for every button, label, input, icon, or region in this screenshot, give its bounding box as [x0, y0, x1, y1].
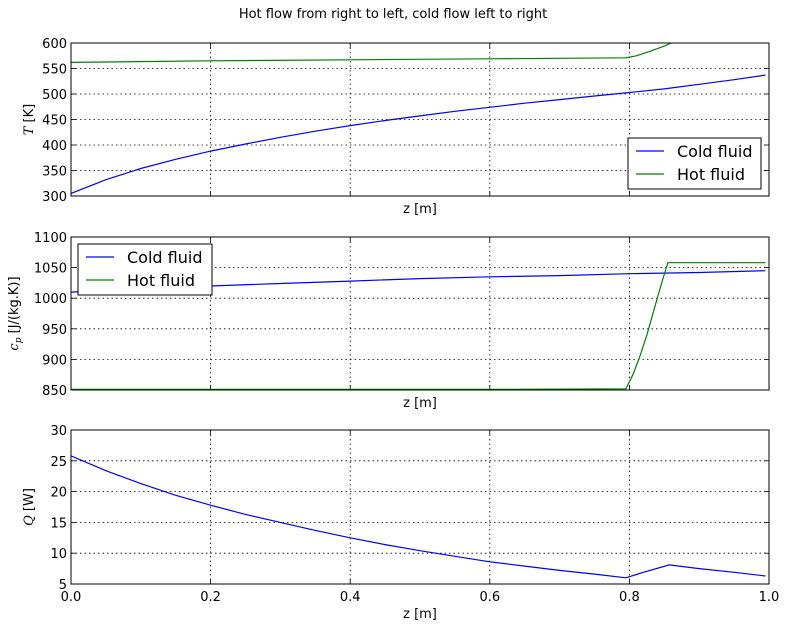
- legend-box: [77, 243, 213, 296]
- y-axis-label: cp [J/(kg.K)]: [7, 276, 24, 350]
- x-axis-label: z [m]: [403, 607, 437, 622]
- y-axis-label: T [K]: [22, 104, 37, 135]
- y-tick-label: 950: [42, 323, 67, 338]
- y-tick-label: 500: [42, 88, 67, 103]
- figure-title: Hot flow from right to left, cold flow l…: [239, 7, 547, 22]
- y-tick-label: 400: [42, 139, 67, 154]
- y-tick-label: 300: [42, 190, 67, 205]
- y-tick-label: 5: [59, 578, 67, 593]
- y-tick-label: 600: [42, 37, 67, 52]
- y-tick-label: 1000: [34, 292, 67, 307]
- y-tick-label: 25: [50, 455, 67, 470]
- subplot-1: 300 350 400 450 500 550 600 z [m] T [K] Cold flui…: [22, 37, 770, 217]
- x-tick-label: 0.0: [61, 590, 82, 605]
- y-tick-label: 850: [42, 384, 67, 399]
- y-tick-label: 10: [50, 547, 67, 562]
- hot-fluid-line: [71, 43, 672, 63]
- axes-frame: [70, 429, 770, 585]
- y-tick-label: 15: [50, 516, 67, 531]
- y-tick-label: 20: [50, 486, 67, 501]
- subplot-2: 850 900 950 1000 1050 1100 z [m] cp [J/(kg.K)] C…: [7, 231, 770, 411]
- axes-frame: [70, 42, 770, 197]
- cold-fluid-line: [71, 455, 766, 579]
- axes-frame: [70, 236, 770, 391]
- x-tick-label: 0.4: [340, 590, 361, 605]
- subplot-3: 5 10 15 20 25 30 0.0 0.2 0.4 0.6 0.8 1.0 z [m] Q [W]: [22, 424, 779, 622]
- legend: Cold fluid Hot fluid: [627, 137, 762, 190]
- y-tick-label: 1050: [34, 262, 67, 277]
- y-tick-label: 350: [42, 165, 67, 180]
- legend: Cold fluid Hot fluid: [77, 243, 213, 296]
- x-tick-label: 0.6: [479, 590, 500, 605]
- x-tick-label: 1.0: [759, 590, 780, 605]
- legend-entry: Hot fluid: [677, 165, 745, 184]
- x-tick-label: 0.8: [619, 590, 640, 605]
- x-axis-label: z [m]: [403, 202, 437, 217]
- y-tick-label: 550: [42, 63, 67, 78]
- y-tick-label: 30: [50, 424, 67, 439]
- y-tick-label: 450: [42, 114, 67, 129]
- legend-entry: Hot fluid: [127, 271, 195, 290]
- hot-fluid-line: [71, 262, 766, 390]
- x-tick-label: 0.2: [200, 590, 221, 605]
- y-tick-label: 900: [42, 353, 67, 368]
- cold-fluid-line: [71, 74, 766, 194]
- legend-entry: Cold fluid: [677, 142, 752, 161]
- y-tick-label: 1100: [34, 231, 67, 246]
- legend-box: [627, 137, 762, 190]
- y-axis-label: Q [W]: [22, 488, 37, 526]
- x-axis-label: z [m]: [403, 396, 437, 411]
- legend-entry: Cold fluid: [127, 248, 202, 267]
